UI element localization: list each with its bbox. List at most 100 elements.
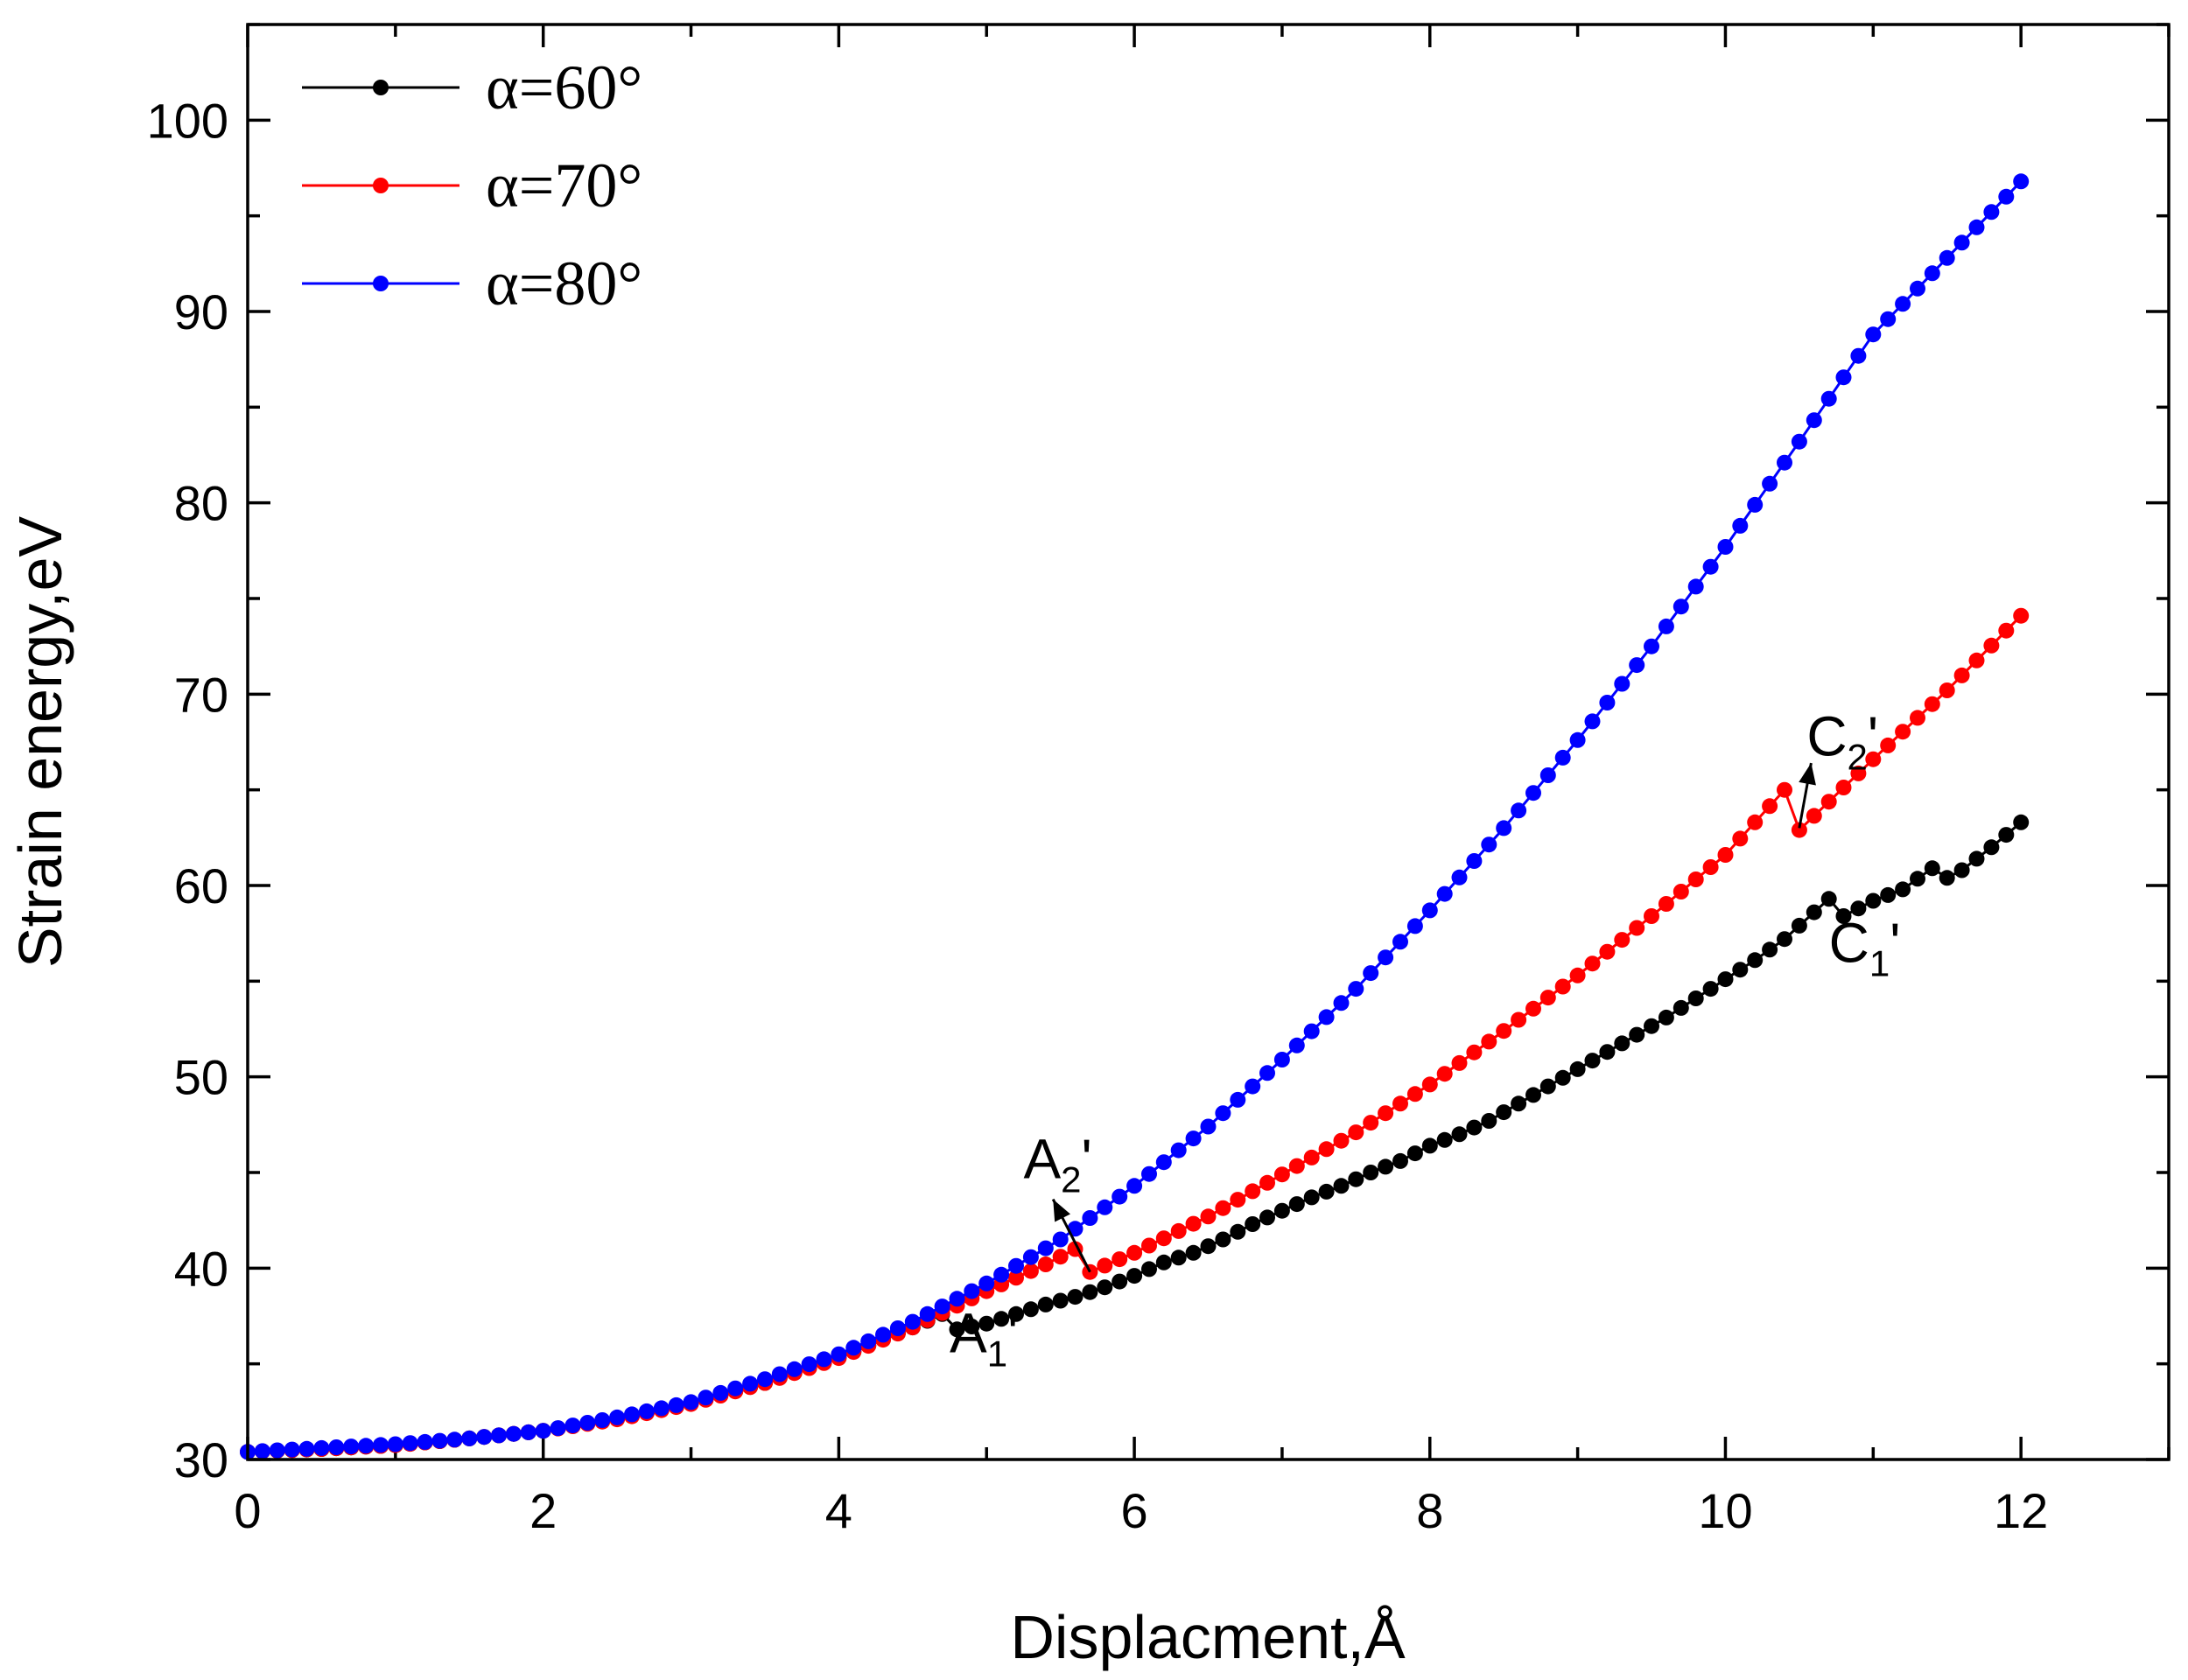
data-point: [1378, 1105, 1394, 1122]
data-point: [1215, 1105, 1231, 1122]
data-point: [1791, 433, 1807, 450]
data-point: [1644, 638, 1659, 654]
data-point: [1983, 637, 2000, 654]
series-line: [247, 821, 2023, 1453]
x-tick-label: 4: [825, 1483, 852, 1538]
data-point: [1155, 1230, 1172, 1247]
data-point: [1850, 900, 1867, 917]
data-point: [1673, 598, 1689, 615]
legend-swatch-marker: [373, 276, 389, 291]
data-point: [1644, 908, 1659, 924]
series-1: [240, 814, 2030, 1460]
arrow-head: [1799, 763, 1816, 786]
data-point: [1185, 1244, 1202, 1261]
data-point: [1022, 1301, 1039, 1318]
plot-frame: [246, 23, 2170, 1461]
data-point: [373, 1437, 389, 1453]
data-point: [1466, 1119, 1483, 1136]
data-point: [1968, 652, 1985, 668]
legend-item: α=70°: [302, 150, 642, 220]
data-point: [1466, 1044, 1483, 1060]
data-point: [1037, 1256, 1054, 1272]
data-point: [1112, 1251, 1128, 1268]
data-point: [461, 1430, 478, 1446]
data-point: [1318, 1183, 1335, 1200]
legend-label: α=80°: [486, 248, 642, 318]
data-point: [1998, 622, 2015, 639]
data-point: [1185, 1215, 1202, 1232]
data-point: [1614, 932, 1630, 948]
data-point: [1673, 999, 1689, 1016]
data-point: [1200, 1208, 1217, 1225]
data-point: [1850, 347, 1867, 364]
data-point: [1496, 1023, 1512, 1040]
data-point: [653, 1400, 670, 1417]
data-point: [1392, 934, 1408, 950]
annotation-label: A2': [1023, 1128, 1091, 1200]
data-point: [1806, 904, 1822, 920]
data-point: [1170, 1250, 1187, 1266]
legend-item: α=80°: [302, 248, 642, 318]
data-point: [919, 1306, 936, 1322]
data-point: [1333, 1178, 1350, 1194]
data-point: [1777, 931, 1792, 948]
annotation-label: C2': [1806, 704, 1878, 777]
y-tick-label: 40: [174, 1241, 228, 1296]
data-point: [1835, 369, 1852, 386]
data-point: [1702, 558, 1719, 575]
data-point: [1333, 995, 1350, 1012]
data-point: [1599, 1044, 1616, 1060]
data-point: [1658, 1009, 1674, 1026]
data-point: [1288, 1158, 1305, 1174]
series-2: [240, 607, 2030, 1460]
data-point: [1511, 802, 1527, 819]
data-point: [328, 1439, 345, 1455]
data-point: [1141, 1166, 1157, 1182]
data-point: [1584, 1053, 1601, 1069]
data-point: [1097, 1199, 1113, 1215]
data-point: [1614, 676, 1630, 692]
data-point: [1436, 1131, 1453, 1148]
data-point: [1717, 847, 1734, 863]
data-point: [712, 1384, 729, 1401]
data-point: [1466, 853, 1483, 869]
data-point: [1998, 188, 2015, 205]
data-point: [1378, 1158, 1394, 1175]
data-point: [1097, 1279, 1113, 1296]
data-point: [1318, 1141, 1335, 1158]
data-point: [1614, 1035, 1630, 1052]
data-point: [491, 1427, 507, 1444]
data-point: [1629, 657, 1645, 674]
data-point: [1155, 1154, 1172, 1171]
data-point: [1436, 886, 1453, 902]
data-point: [1777, 781, 1792, 798]
data-point: [1820, 390, 1837, 407]
data-point: [1747, 814, 1764, 830]
data-point: [771, 1366, 788, 1382]
data-point: [1126, 1268, 1143, 1284]
data-point: [1421, 902, 1438, 919]
data-point: [1230, 1223, 1246, 1240]
data-point: [520, 1424, 536, 1440]
data-point: [1392, 1096, 1408, 1112]
legend-swatch-marker: [373, 178, 389, 193]
data-point: [1215, 1200, 1231, 1216]
x-tick-label: 10: [1698, 1483, 1752, 1538]
data-point: [1702, 859, 1719, 875]
data-point: [2013, 173, 2030, 190]
data-point: [1406, 918, 1423, 934]
annotation-label: C1': [1829, 911, 1901, 984]
data-point: [1806, 808, 1822, 824]
x-tick-label: 8: [1416, 1483, 1443, 1538]
data-point: [505, 1425, 522, 1442]
y-tick-label: 70: [174, 667, 228, 722]
data-point: [446, 1432, 463, 1448]
data-point: [579, 1415, 596, 1431]
data-point: [1348, 981, 1364, 998]
data-point: [1717, 539, 1734, 555]
data-point: [860, 1333, 877, 1349]
data-point: [1525, 785, 1541, 802]
data-point: [1554, 1069, 1571, 1086]
legend-item: α=60°: [302, 52, 642, 122]
data-point: [1658, 896, 1674, 912]
